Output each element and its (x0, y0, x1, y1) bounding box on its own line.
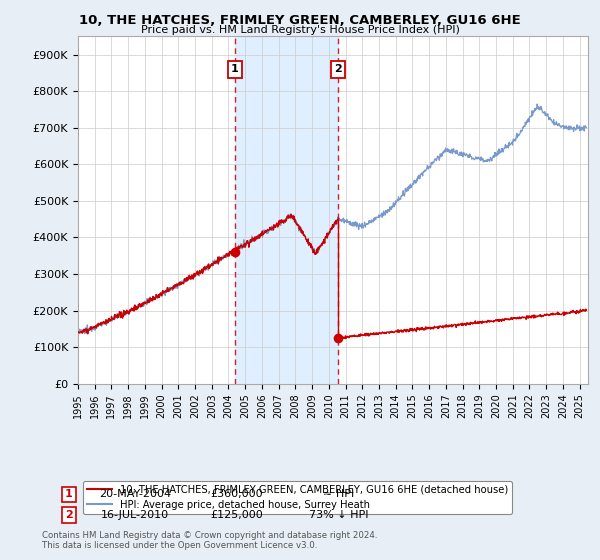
Text: ≈ HPI: ≈ HPI (323, 489, 355, 500)
Text: 73% ↓ HPI: 73% ↓ HPI (309, 510, 369, 520)
Text: 1: 1 (231, 64, 239, 74)
Text: 1: 1 (65, 489, 73, 500)
Legend: 10, THE HATCHES, FRIMLEY GREEN, CAMBERLEY, GU16 6HE (detached house), HPI: Avera: 10, THE HATCHES, FRIMLEY GREEN, CAMBERLE… (83, 480, 512, 514)
Text: 20-MAY-2004: 20-MAY-2004 (99, 489, 171, 500)
Text: Contains HM Land Registry data © Crown copyright and database right 2024.
This d: Contains HM Land Registry data © Crown c… (42, 530, 377, 550)
Text: 10, THE HATCHES, FRIMLEY GREEN, CAMBERLEY, GU16 6HE: 10, THE HATCHES, FRIMLEY GREEN, CAMBERLE… (79, 14, 521, 27)
Text: Price paid vs. HM Land Registry's House Price Index (HPI): Price paid vs. HM Land Registry's House … (140, 25, 460, 35)
Text: 2: 2 (65, 510, 73, 520)
Text: 16-JUL-2010: 16-JUL-2010 (101, 510, 169, 520)
Text: £360,000: £360,000 (211, 489, 263, 500)
Text: £125,000: £125,000 (211, 510, 263, 520)
Bar (235, 36, 338, 384)
Text: 2: 2 (334, 64, 342, 74)
